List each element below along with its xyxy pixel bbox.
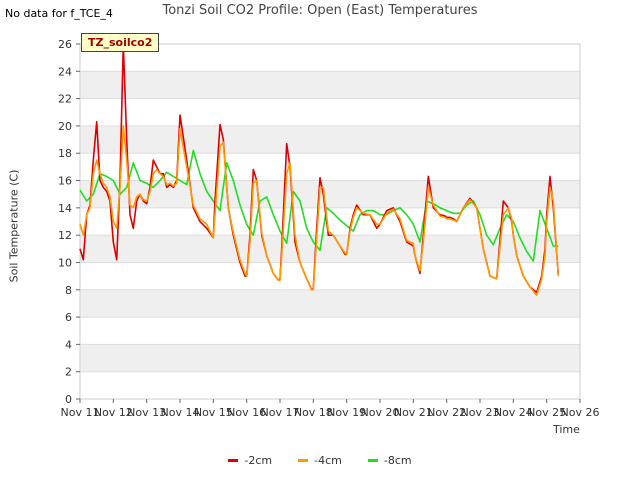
y-tick-label: 26: [58, 38, 72, 51]
x-tick-label: Nov 20: [361, 406, 400, 419]
x-tick-label: Nov 12: [94, 406, 133, 419]
series-line-minus-8cm: [79, 149, 559, 262]
plot-frame: [79, 43, 581, 400]
x-tick-label: Nov 16: [227, 406, 266, 419]
x-tick-label: Nov 15: [194, 406, 233, 419]
legend-label-4cm: -4cm: [314, 454, 342, 467]
plot-area: [80, 44, 580, 399]
plot-band: [80, 289, 580, 318]
y-tick-label: 8: [65, 284, 72, 297]
legend-swatch-8cm: [367, 459, 378, 462]
x-tick-label: Nov 19: [327, 406, 366, 419]
legend: -2cm -4cm -8cm: [0, 454, 640, 467]
x-tick-label: Nov 22: [427, 406, 466, 419]
x-tick-label: Nov 26: [561, 406, 600, 419]
no-data-notice: No data for f_TCE_4: [5, 7, 113, 20]
chart-title: Tonzi Soil CO2 Profile: Open (East) Temp…: [162, 3, 478, 18]
x-tick-label: Nov 24: [494, 406, 533, 419]
x-tick-label: Nov 14: [161, 406, 200, 419]
plot-band: [80, 344, 580, 372]
y-tick-label: 10: [58, 256, 72, 269]
series-lines: [79, 43, 560, 297]
series-line-minus-4cm: [79, 125, 560, 297]
y-axis-label: Soil Temperature (C): [7, 169, 21, 283]
plot-band: [80, 125, 580, 154]
y-tick-label: 16: [58, 175, 72, 188]
y-tick-label: 4: [65, 338, 72, 351]
plot-band: [80, 235, 580, 263]
y-tick-label: 14: [58, 202, 72, 215]
legend-swatch-4cm: [298, 459, 309, 462]
plot-band: [80, 71, 580, 99]
legend-item-2cm: -2cm: [228, 454, 272, 467]
y-tick-label: 18: [58, 147, 72, 160]
legend-label-8cm: -8cm: [383, 454, 412, 467]
x-tick-label: Nov 25: [527, 406, 566, 419]
x-tick-label: Nov 18: [294, 406, 333, 419]
site-badge: TZ_soilco2: [81, 33, 160, 52]
y-tick-label: 20: [58, 120, 72, 133]
y-tick-label: 6: [65, 311, 72, 324]
x-tick-label: Nov 13: [127, 406, 166, 419]
x-tick-label: Nov 21: [394, 406, 433, 419]
legend-item-4cm: -4cm: [298, 454, 342, 467]
x-tick-label: Nov 17: [261, 406, 300, 419]
plot-band: [80, 180, 580, 208]
x-tick-label: Nov 23: [461, 406, 500, 419]
y-tick-label: 12: [58, 229, 72, 242]
y-tick-label: 24: [58, 65, 72, 78]
y-tick-label: 0: [65, 393, 72, 406]
legend-label-2cm: -2cm: [244, 454, 273, 467]
plot-background-bands: [80, 44, 580, 399]
legend-item-8cm: -8cm: [367, 454, 412, 467]
x-tick-label: Nov 11: [61, 406, 100, 419]
legend-swatch-2cm: [228, 459, 239, 462]
y-tick-label: 22: [58, 93, 72, 106]
y-tick-label: 2: [65, 366, 72, 379]
x-axis-label: Time: [553, 423, 580, 436]
